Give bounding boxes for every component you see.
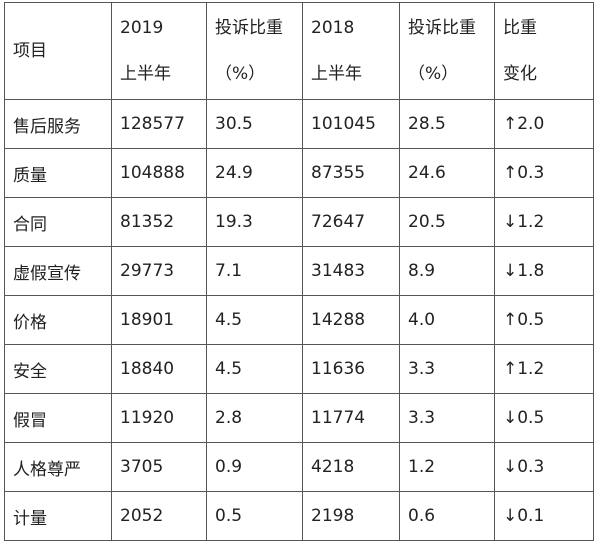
- header-text: 2019: [120, 18, 164, 38]
- cell-item: 安全: [4, 344, 112, 394]
- cell-count-2019: 104888: [111, 148, 207, 198]
- cell-count-2018: 72647: [302, 197, 400, 247]
- table-row: 虚假宣传 29773 7.1 31483 8.9 ↓1.8: [4, 246, 594, 296]
- cell-change: ↑2.0: [494, 99, 594, 149]
- cell-item: 价格: [4, 295, 112, 345]
- header-subtext: （%）: [408, 64, 459, 84]
- cell-count-2019: 2052: [111, 491, 207, 541]
- header-text: 投诉比重: [408, 18, 476, 38]
- cell-count-2018: 2198: [302, 491, 400, 541]
- cell-share-2019: 4.5: [206, 344, 303, 394]
- header-cell-2018: 2018 上半年: [302, 2, 400, 100]
- cell-item: 质量: [4, 148, 112, 198]
- cell-change: ↓0.1: [494, 491, 594, 541]
- cell-share-2018: 0.6: [399, 491, 495, 541]
- cell-count-2019: 81352: [111, 197, 207, 247]
- cell-share-2018: 8.9: [399, 246, 495, 296]
- header-subtext: 上半年: [120, 64, 171, 84]
- cell-item: 合同: [4, 197, 112, 247]
- table-row: 假冒 11920 2.8 11774 3.3 ↓0.5: [4, 393, 594, 443]
- cell-share-2018: 3.3: [399, 344, 495, 394]
- cell-change: ↓1.2: [494, 197, 594, 247]
- cell-share-2019: 24.9: [206, 148, 303, 198]
- cell-item: 人格尊严: [4, 442, 112, 492]
- table-row: 安全 18840 4.5 11636 3.3 ↑1.2: [4, 344, 594, 394]
- header-subtext: 上半年: [311, 64, 362, 84]
- table-row: 合同 81352 19.3 72647 20.5 ↓1.2: [4, 197, 594, 247]
- header-cell-share-2019: 投诉比重 （%）: [206, 2, 303, 100]
- cell-share-2018: 20.5: [399, 197, 495, 247]
- cell-count-2018: 87355: [302, 148, 400, 198]
- cell-count-2018: 31483: [302, 246, 400, 296]
- cell-share-2019: 7.1: [206, 246, 303, 296]
- table-row: 售后服务 128577 30.5 101045 28.5 ↑2.0: [4, 99, 594, 149]
- header-cell-share-2018: 投诉比重 （%）: [399, 2, 495, 100]
- complaint-table: 项目 2019 上半年 投诉比重 （%） 2018 上半年 投诉比重 （%）: [4, 2, 594, 541]
- cell-change: ↑0.5: [494, 295, 594, 345]
- cell-item: 假冒: [4, 393, 112, 443]
- cell-change: ↓1.8: [494, 246, 594, 296]
- cell-share-2019: 0.5: [206, 491, 303, 541]
- header-text: 2018: [311, 18, 355, 38]
- cell-count-2019: 3705: [111, 442, 207, 492]
- cell-share-2019: 19.3: [206, 197, 303, 247]
- cell-change: ↑0.3: [494, 148, 594, 198]
- table-row: 价格 18901 4.5 14288 4.0 ↑0.5: [4, 295, 594, 345]
- header-text: 比重: [503, 18, 537, 38]
- cell-item: 售后服务: [4, 99, 112, 149]
- cell-item: 虚假宣传: [4, 246, 112, 296]
- header-text: 项目: [13, 41, 47, 61]
- cell-share-2018: 1.2: [399, 442, 495, 492]
- cell-count-2019: 11920: [111, 393, 207, 443]
- cell-share-2018: 4.0: [399, 295, 495, 345]
- header-text: 投诉比重: [215, 18, 283, 38]
- cell-share-2019: 30.5: [206, 99, 303, 149]
- cell-share-2019: 2.8: [206, 393, 303, 443]
- cell-change: ↑1.2: [494, 344, 594, 394]
- table-row: 质量 104888 24.9 87355 24.6 ↑0.3: [4, 148, 594, 198]
- header-cell-item: 项目: [4, 2, 112, 100]
- cell-count-2019: 29773: [111, 246, 207, 296]
- cell-count-2019: 18901: [111, 295, 207, 345]
- cell-change: ↓0.3: [494, 442, 594, 492]
- cell-share-2018: 24.6: [399, 148, 495, 198]
- table-header: 项目 2019 上半年 投诉比重 （%） 2018 上半年 投诉比重 （%）: [4, 2, 594, 100]
- cell-share-2019: 4.5: [206, 295, 303, 345]
- cell-count-2018: 101045: [302, 99, 400, 149]
- cell-change: ↓0.5: [494, 393, 594, 443]
- cell-share-2018: 28.5: [399, 99, 495, 149]
- header-subtext: （%）: [215, 64, 266, 84]
- cell-count-2019: 18840: [111, 344, 207, 394]
- cell-count-2018: 11636: [302, 344, 400, 394]
- cell-count-2019: 128577: [111, 99, 207, 149]
- header-row: 项目 2019 上半年 投诉比重 （%） 2018 上半年 投诉比重 （%）: [4, 2, 594, 100]
- cell-count-2018: 14288: [302, 295, 400, 345]
- header-cell-2019: 2019 上半年: [111, 2, 207, 100]
- table-row: 人格尊严 3705 0.9 4218 1.2 ↓0.3: [4, 442, 594, 492]
- table-body: 售后服务 128577 30.5 101045 28.5 ↑2.0 质量 104…: [4, 99, 594, 541]
- cell-share-2018: 3.3: [399, 393, 495, 443]
- cell-count-2018: 11774: [302, 393, 400, 443]
- table-row: 计量 2052 0.5 2198 0.6 ↓0.1: [4, 491, 594, 541]
- header-cell-change: 比重 变化: [494, 2, 594, 100]
- header-subtext: 变化: [503, 64, 537, 84]
- cell-share-2019: 0.9: [206, 442, 303, 492]
- cell-count-2018: 4218: [302, 442, 400, 492]
- cell-item: 计量: [4, 491, 112, 541]
